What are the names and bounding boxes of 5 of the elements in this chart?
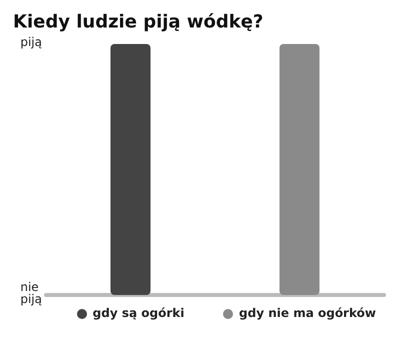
x-tick-label: gdy są ogórki [92,306,184,320]
chart-title: Kiedy ludzie piją wódkę? [13,12,264,32]
text: nie piją [20,280,42,306]
x-tick-label: gdy nie ma ogórków [239,306,376,320]
text: piją [20,35,42,49]
